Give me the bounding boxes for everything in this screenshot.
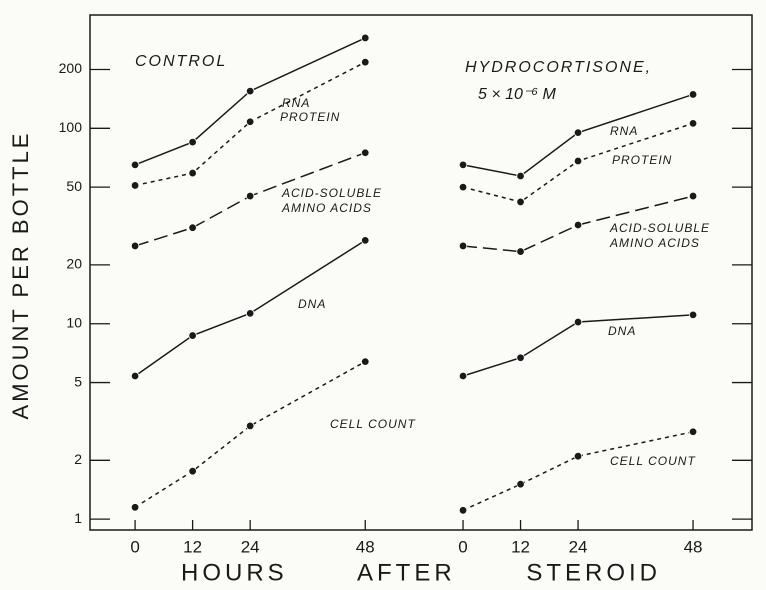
series-line <box>462 195 694 253</box>
data-point <box>458 160 468 170</box>
data-point <box>130 371 140 381</box>
data-point <box>516 247 525 256</box>
frame <box>89 14 753 531</box>
data-point <box>458 371 468 381</box>
data-point <box>361 33 370 43</box>
data-point <box>130 241 140 251</box>
data-point <box>688 427 698 436</box>
data-point <box>361 57 370 67</box>
series-label: CELL COUNT <box>610 454 696 468</box>
data-point <box>573 220 583 230</box>
data-point <box>516 479 525 489</box>
y-tick-label: 20 <box>66 256 82 272</box>
series-label: ACID-SOLUBLE AMINO ACIDS <box>282 186 383 215</box>
y-tick-label: 100 <box>59 119 83 135</box>
panel-subtitle: 5 × 10⁻⁶ M <box>478 86 556 103</box>
x-axis-label: HOURS AFTER STEROID <box>181 559 661 586</box>
x-tick-label: 24 <box>241 537 260 556</box>
x-tick-label: 12 <box>511 537 530 556</box>
data-point <box>245 86 255 96</box>
data-point <box>516 171 525 181</box>
series-line <box>134 239 366 377</box>
data-point <box>188 331 197 340</box>
series-line <box>134 37 366 166</box>
data-point <box>361 236 370 245</box>
data-point <box>458 241 468 251</box>
series-line <box>462 314 694 377</box>
y-tick-label: 10 <box>66 314 82 330</box>
data-point <box>573 317 583 327</box>
data-point <box>688 119 698 128</box>
data-point <box>130 160 140 170</box>
x-tick-label: 0 <box>130 537 139 556</box>
data-point <box>688 310 698 320</box>
y-axis-label: AMOUNT PER BOTTLE <box>8 131 33 420</box>
x-tick-label: 12 <box>183 537 202 556</box>
data-point <box>458 506 468 515</box>
y-tick-label: 2 <box>74 451 82 467</box>
y-tick-label: 1 <box>74 510 82 526</box>
series-label: ACID-SOLUBLE AMINO ACIDS <box>610 221 711 250</box>
x-tick-label: 0 <box>458 537 467 556</box>
data-point <box>188 137 197 147</box>
data-point <box>188 168 197 178</box>
data-point <box>361 357 370 366</box>
data-point <box>516 353 525 362</box>
series-line <box>134 61 366 187</box>
series-line <box>134 360 366 508</box>
data-point <box>188 466 197 476</box>
x-tick-label: 48 <box>356 537 375 556</box>
series-label: CELL COUNT <box>330 417 416 431</box>
data-point <box>458 182 468 192</box>
y-tick-label: 5 <box>74 373 82 389</box>
data-point <box>245 191 255 201</box>
y-tick-label: 200 <box>59 60 83 76</box>
series-label: RNA <box>282 96 311 110</box>
data-point <box>573 128 583 137</box>
data-point <box>188 223 197 232</box>
series-label: PROTEIN <box>280 110 341 124</box>
series-line <box>134 152 366 247</box>
x-tick-label: 24 <box>569 537 588 556</box>
data-point <box>688 191 698 201</box>
series-label: PROTEIN <box>612 153 673 167</box>
data-point <box>245 117 255 126</box>
data-point <box>130 503 140 512</box>
panel-title: HYDROCORTISONE, <box>465 59 652 76</box>
series-label: RNA <box>610 124 639 138</box>
series-label: DNA <box>298 297 327 311</box>
series-label: DNA <box>608 324 637 338</box>
data-point <box>245 309 255 318</box>
data-point <box>573 451 583 461</box>
series-line <box>462 93 694 177</box>
data-point <box>245 421 255 431</box>
x-tick-label: 48 <box>684 537 703 556</box>
data-point <box>130 181 140 190</box>
y-tick-label: 50 <box>66 178 82 194</box>
data-point <box>573 156 583 166</box>
series-line <box>462 431 694 511</box>
panel-title: CONTROL <box>135 53 227 70</box>
data-point <box>361 148 370 157</box>
data-point <box>516 197 525 207</box>
data-point <box>688 90 698 99</box>
